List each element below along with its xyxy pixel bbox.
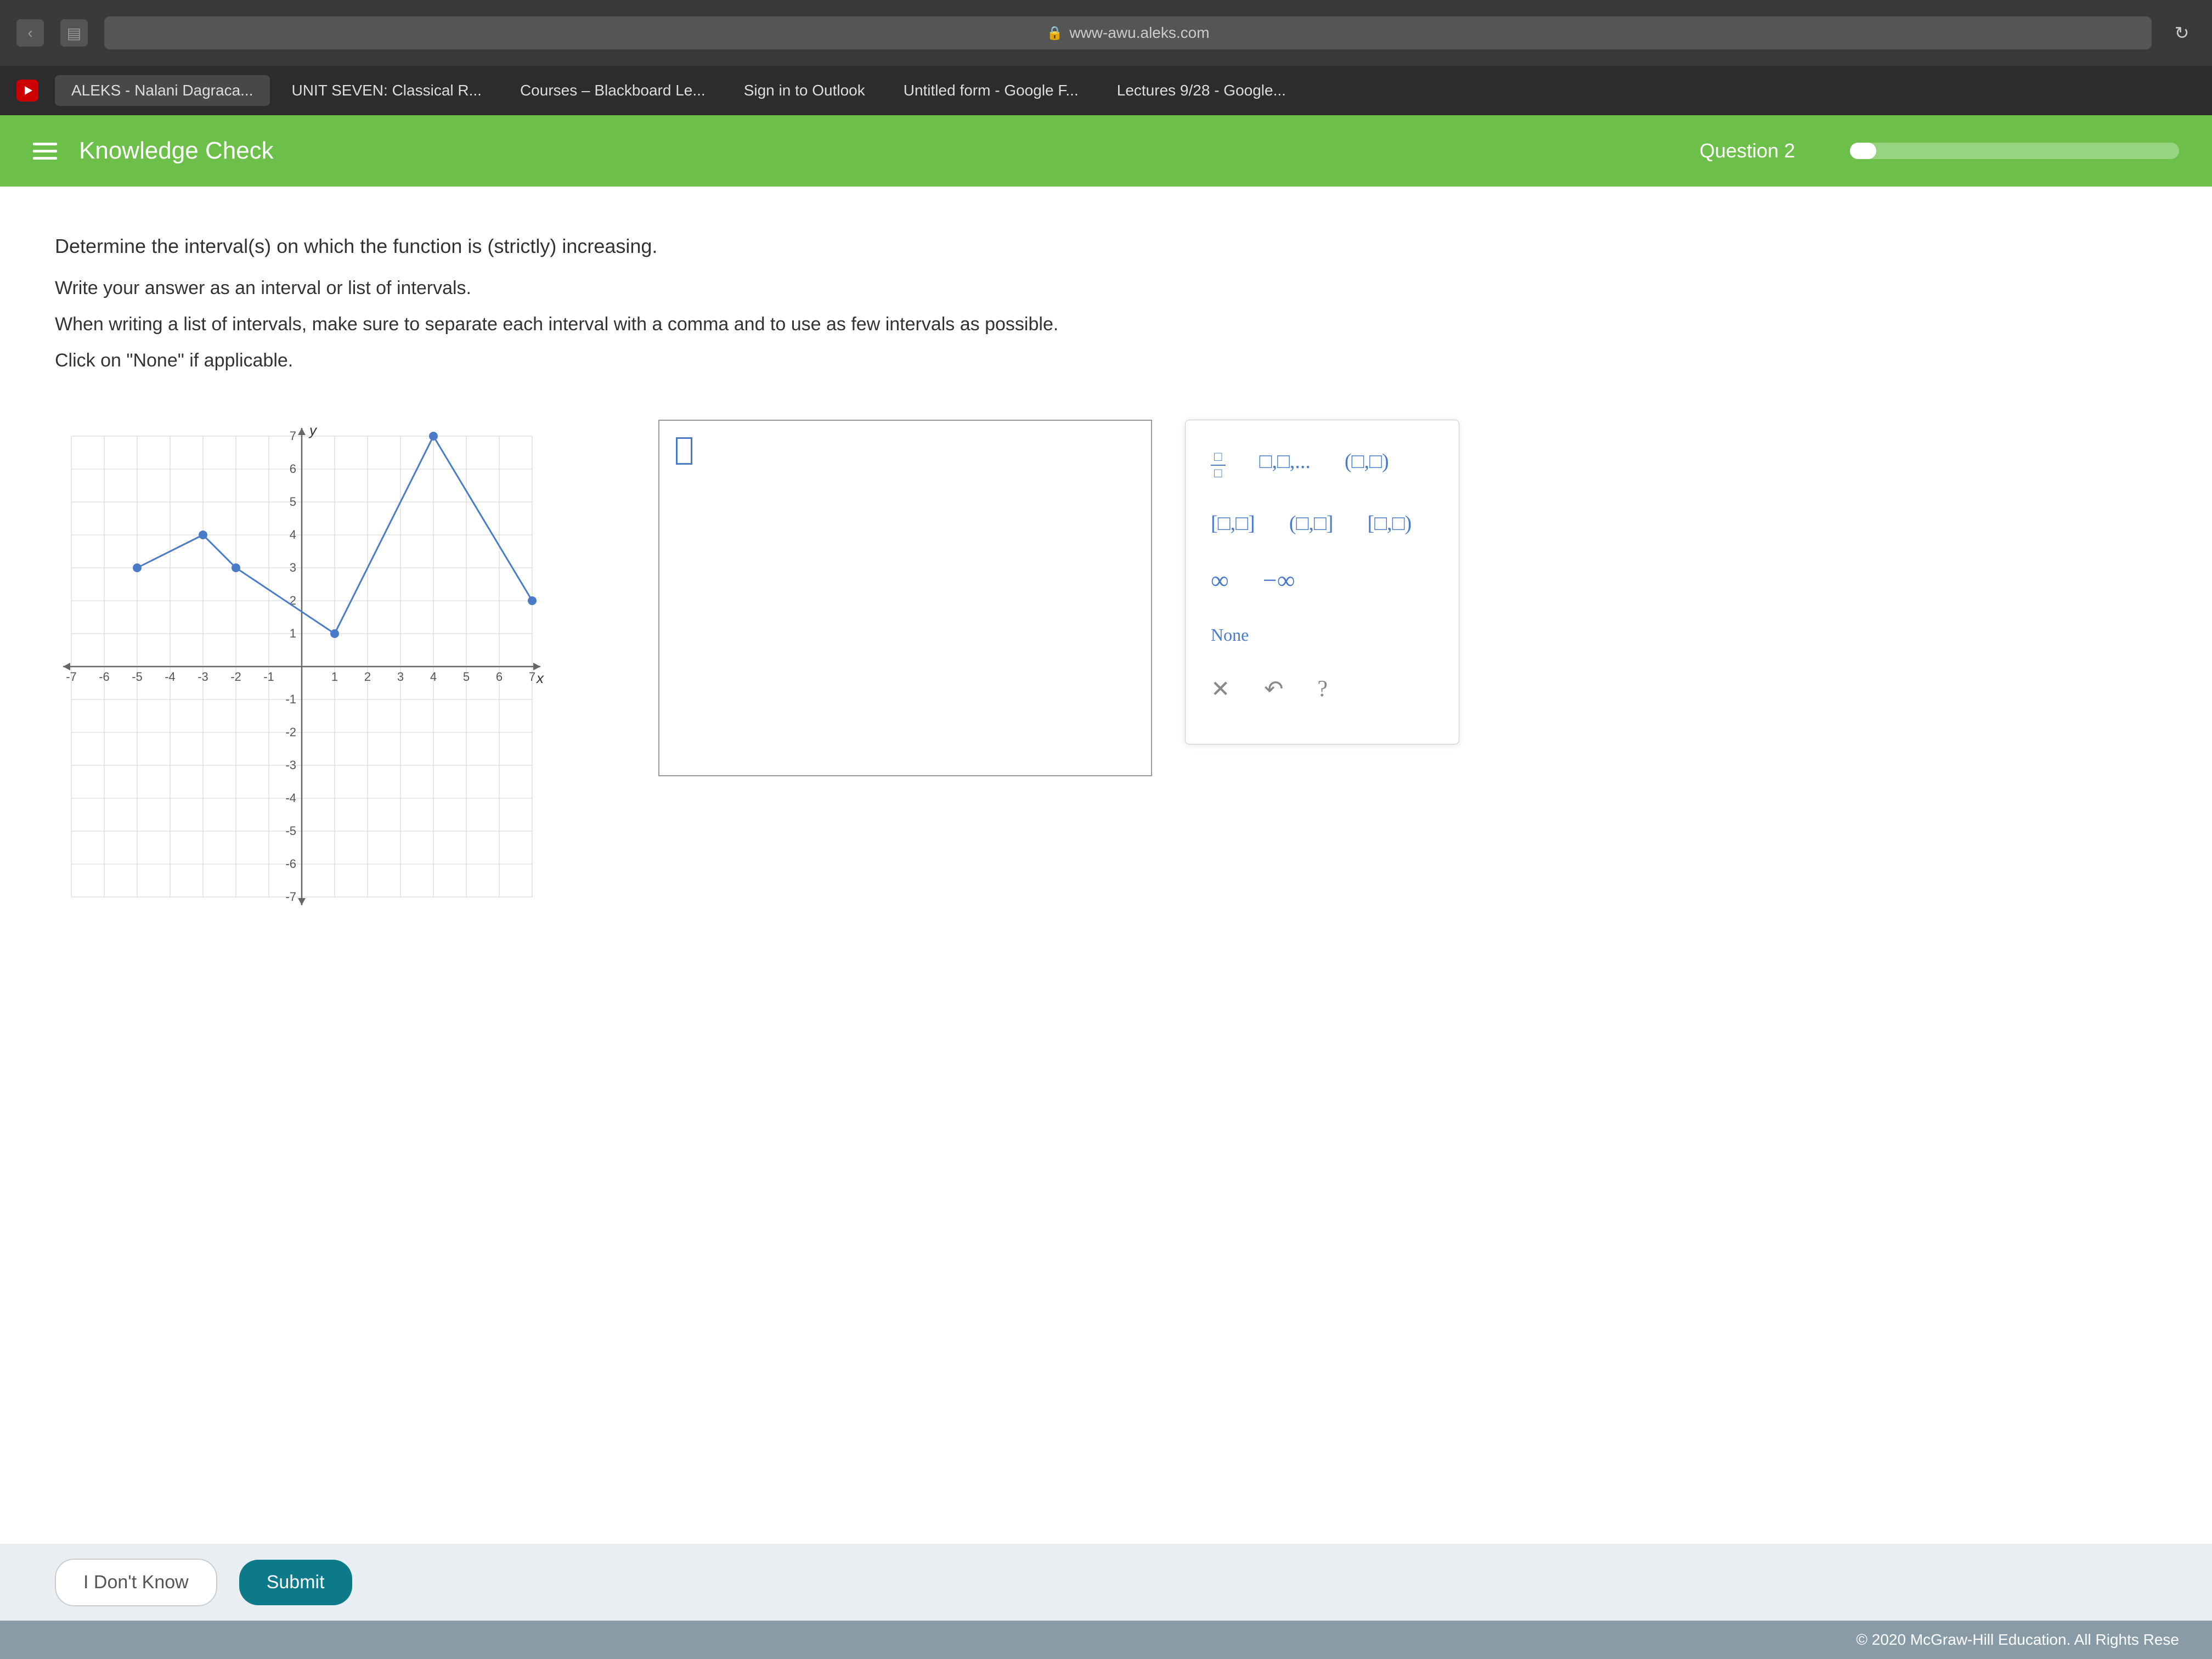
math-toolbox: □□ □,□,... (□,□) [□,□] (□,□] [□,□) ∞ −∞ … <box>1185 420 1459 744</box>
bookmarks-bar: ALEKS - Nalani Dagraca... UNIT SEVEN: Cl… <box>0 66 2212 115</box>
svg-text:-7: -7 <box>66 670 77 684</box>
youtube-icon[interactable] <box>16 80 38 101</box>
svg-text:7: 7 <box>290 429 296 443</box>
half-open-right-button[interactable]: [□,□) <box>1358 506 1420 541</box>
svg-text:-1: -1 <box>285 692 296 706</box>
svg-text:5: 5 <box>463 670 470 684</box>
lock-icon: 🔒 <box>1046 25 1063 41</box>
instruction-1: Write your answer as an interval or list… <box>55 273 2157 303</box>
svg-text:-7: -7 <box>285 890 296 904</box>
help-button[interactable]: ? <box>1308 670 1336 708</box>
page-title: Knowledge Check <box>79 137 274 165</box>
open-interval-button[interactable]: (□,□) <box>1336 444 1398 479</box>
svg-text:4: 4 <box>290 528 296 541</box>
svg-text:2: 2 <box>364 670 371 684</box>
answer-input[interactable] <box>658 420 1152 776</box>
closed-interval-button[interactable]: [□,□] <box>1202 506 1264 541</box>
svg-text:3: 3 <box>397 670 404 684</box>
progress-bar <box>1850 143 2179 159</box>
svg-text:5: 5 <box>290 495 296 509</box>
svg-text:-4: -4 <box>285 791 296 805</box>
list-button[interactable]: □,□,... <box>1251 444 1319 479</box>
footer: © 2020 McGraw-Hill Education. All Rights… <box>0 1621 2212 1659</box>
question-prompt: Determine the interval(s) on which the f… <box>55 230 2157 262</box>
svg-text:-3: -3 <box>198 670 208 684</box>
graph: xy-7-6-5-4-3-2-11234567-7-6-5-4-3-2-1123… <box>55 420 549 913</box>
svg-text:-4: -4 <box>165 670 176 684</box>
instruction-3: Click on "None" if applicable. <box>55 346 2157 375</box>
question-number: Question 2 <box>1700 139 1795 162</box>
svg-text:6: 6 <box>496 670 503 684</box>
svg-text:-2: -2 <box>230 670 241 684</box>
bookmark-outlook[interactable]: Sign in to Outlook <box>727 75 882 106</box>
svg-text:1: 1 <box>331 670 338 684</box>
reload-button[interactable]: ↻ <box>2168 19 2196 47</box>
url-bar[interactable]: 🔒 www-awu.aleks.com <box>104 16 2152 49</box>
back-button[interactable]: ‹ <box>16 19 44 47</box>
svg-text:3: 3 <box>290 561 296 574</box>
svg-text:-6: -6 <box>99 670 110 684</box>
fraction-button[interactable]: □□ <box>1202 437 1234 487</box>
text-cursor <box>676 437 692 465</box>
svg-text:-5: -5 <box>285 824 296 838</box>
none-button[interactable]: None <box>1202 619 1257 651</box>
svg-text:7: 7 <box>529 670 535 684</box>
copyright-text: © 2020 McGraw-Hill Education. All Rights… <box>1856 1631 2179 1649</box>
svg-text:1: 1 <box>290 627 296 640</box>
bookmark-aleks[interactable]: ALEKS - Nalani Dagraca... <box>55 75 270 106</box>
sidebar-button[interactable]: ▤ <box>60 19 88 47</box>
instruction-2: When writing a list of intervals, make s… <box>55 309 2157 339</box>
bookmark-unit7[interactable]: UNIT SEVEN: Classical R... <box>275 75 498 106</box>
dont-know-button[interactable]: I Don't Know <box>55 1559 217 1606</box>
svg-text:-6: -6 <box>285 857 296 871</box>
svg-text:x: x <box>535 670 544 686</box>
url-text: www-awu.aleks.com <box>1069 24 1209 42</box>
progress-fill <box>1850 143 1876 159</box>
submit-button[interactable]: Submit <box>239 1560 352 1605</box>
svg-text:-3: -3 <box>285 758 296 772</box>
menu-icon[interactable] <box>33 143 57 160</box>
app-header: Knowledge Check Question 2 <box>0 115 2212 187</box>
clear-button[interactable]: ✕ <box>1202 670 1239 708</box>
svg-text:6: 6 <box>290 462 296 476</box>
bookmark-form[interactable]: Untitled form - Google F... <box>887 75 1095 106</box>
svg-text:-5: -5 <box>132 670 143 684</box>
svg-text:y: y <box>308 422 318 438</box>
svg-text:-2: -2 <box>285 725 296 739</box>
browser-toolbar: ‹ ▤ 🔒 www-awu.aleks.com ↻ <box>0 0 2212 66</box>
infinity-button[interactable]: ∞ <box>1202 560 1238 600</box>
undo-button[interactable]: ↶ <box>1255 670 1292 708</box>
half-open-left-button[interactable]: (□,□] <box>1280 506 1342 541</box>
bookmark-lectures[interactable]: Lectures 9/28 - Google... <box>1101 75 1302 106</box>
svg-text:-1: -1 <box>263 670 274 684</box>
bookmark-courses[interactable]: Courses – Blackboard Le... <box>504 75 722 106</box>
work-area: xy-7-6-5-4-3-2-11234567-7-6-5-4-3-2-1123… <box>55 420 2157 913</box>
content-area: Determine the interval(s) on which the f… <box>0 187 2212 1544</box>
svg-text:4: 4 <box>430 670 437 684</box>
action-bar: I Don't Know Submit <box>0 1544 2212 1621</box>
neg-infinity-button[interactable]: −∞ <box>1254 560 1304 600</box>
answer-section: □□ □,□,... (□,□) [□,□] (□,□] [□,□) ∞ −∞ … <box>658 420 1459 776</box>
